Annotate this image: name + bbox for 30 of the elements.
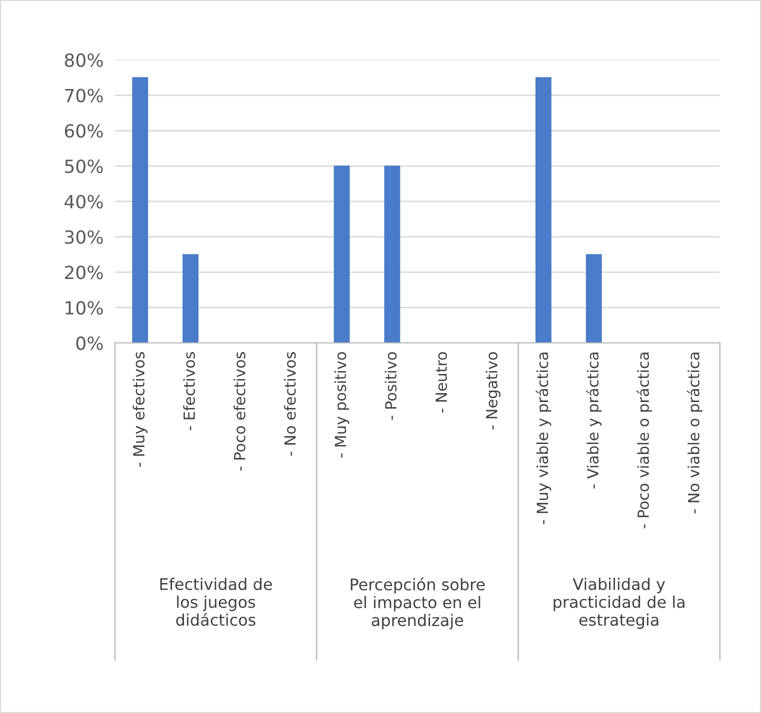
x-tick-label: - Neutro bbox=[436, 352, 448, 413]
y-tick-label: 80% bbox=[64, 53, 103, 68]
bar bbox=[132, 77, 148, 343]
x-tick-label: - No efectivos bbox=[284, 352, 296, 456]
x-tick-label: - Poco viable o práctica bbox=[636, 352, 652, 528]
bar bbox=[334, 166, 350, 343]
x-tick-label: - Muy viable y práctica bbox=[536, 352, 552, 524]
text: Viabilidad y practicidad de la estrategia bbox=[554, 578, 684, 629]
x-tick-label: - Muy positivo bbox=[334, 352, 350, 458]
x-tick-label: - Negativo bbox=[486, 352, 500, 430]
text: Efectividad de los juegos didácticos bbox=[160, 578, 272, 626]
y-tick-label: 60% bbox=[64, 124, 103, 138]
x-tick-label: - Positivo bbox=[384, 352, 397, 420]
x-tick-label: - Efectivos bbox=[183, 352, 195, 430]
x-tick-label: - No viable o práctica bbox=[687, 352, 702, 514]
bar bbox=[182, 254, 199, 343]
bar bbox=[535, 77, 552, 343]
y-tick-label: 10% bbox=[66, 301, 103, 315]
bar bbox=[384, 166, 400, 343]
y-tick-label: 50% bbox=[65, 160, 103, 174]
text: Percepción sobre el impacto en el aprendizaje bbox=[350, 577, 485, 630]
x-tick-label: - Poco efectivos bbox=[234, 352, 246, 471]
x-tick-label: - Viable y práctica bbox=[586, 352, 602, 488]
x-tick-label: - Muy efectivos bbox=[132, 352, 148, 467]
bar bbox=[586, 254, 602, 343]
y-tick-label: 20% bbox=[64, 266, 103, 280]
y-tick-label: 0% bbox=[76, 336, 103, 350]
y-tick-label: 70% bbox=[65, 88, 103, 102]
y-tick-label: 40% bbox=[64, 194, 103, 209]
y-tick-label: 30% bbox=[65, 230, 103, 244]
